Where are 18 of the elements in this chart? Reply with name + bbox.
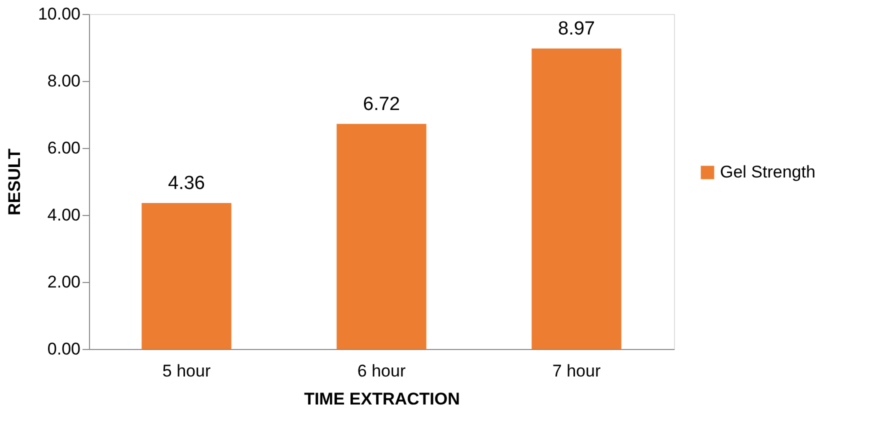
bar <box>532 48 622 349</box>
data-label: 8.97 <box>558 18 595 40</box>
y-tick-label: 2.00 <box>47 272 80 292</box>
legend-label: Gel Strength <box>720 162 816 182</box>
y-tick-label: 10.00 <box>38 4 80 24</box>
x-axis-title: TIME EXTRACTION <box>304 390 460 408</box>
data-label: 6.72 <box>363 94 400 115</box>
y-tick-label: 8.00 <box>47 72 80 90</box>
x-tick-label: 5 hour <box>162 362 211 380</box>
bar <box>142 202 232 349</box>
y-tick-label: 4.00 <box>47 206 80 224</box>
y-axis-title: RESULT <box>4 148 24 216</box>
x-tick-label: 7 hour <box>552 362 601 380</box>
y-tick-label: 0.00 <box>47 340 80 358</box>
y-tick-label: 6.00 <box>47 138 80 158</box>
data-label: 4.36 <box>168 172 205 194</box>
bar <box>336 124 426 349</box>
x-tick-label: 6 hour <box>357 362 406 380</box>
